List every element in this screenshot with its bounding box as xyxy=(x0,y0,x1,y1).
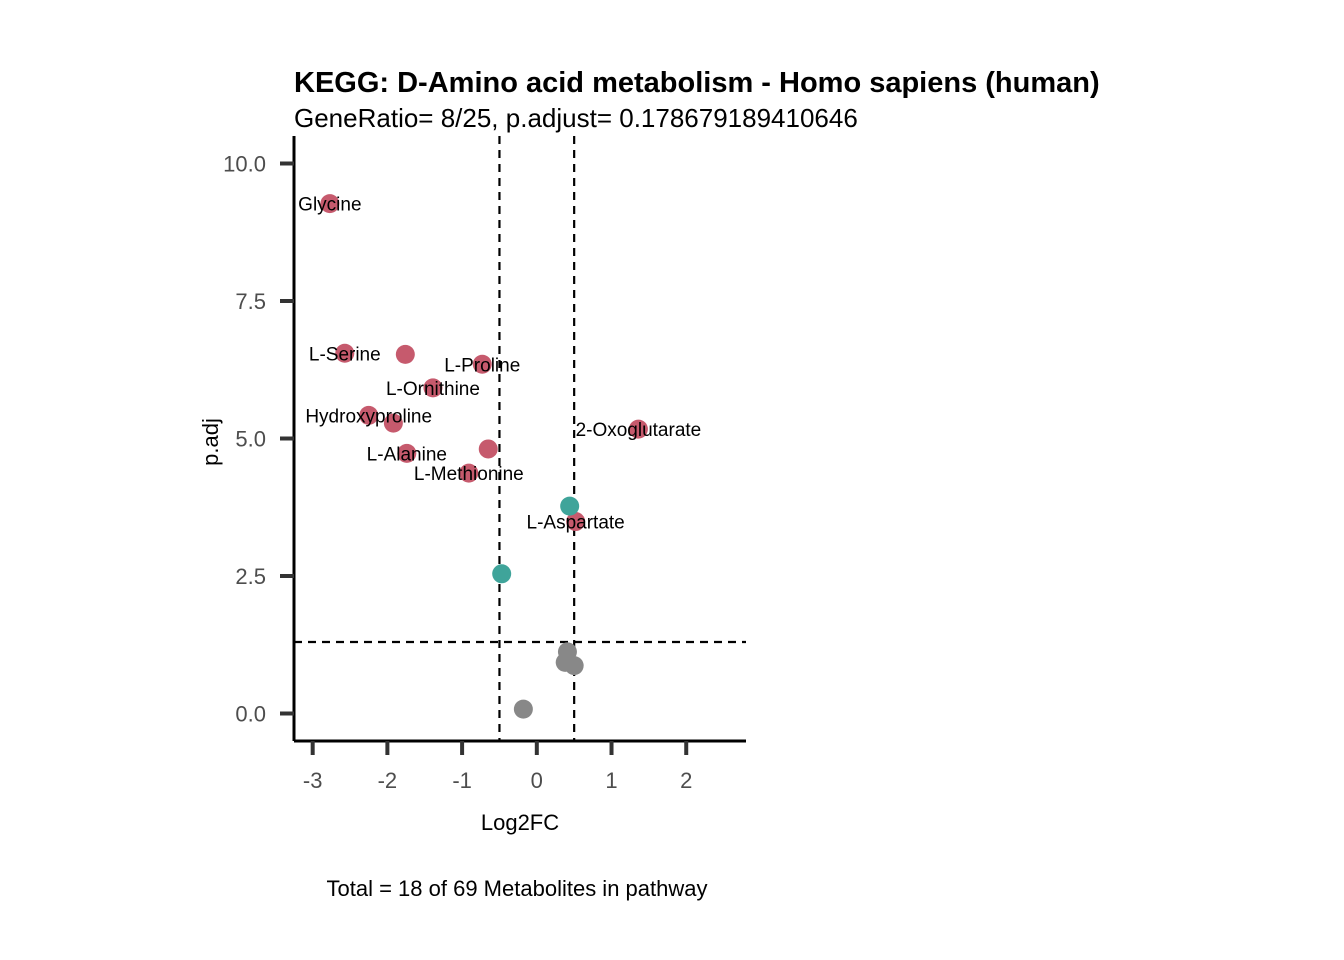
point-up-12 xyxy=(560,496,580,516)
x-tick-label-4: 1 xyxy=(605,768,617,793)
point-label-0: Glycine xyxy=(298,195,361,216)
point-label-6: L-Alanine xyxy=(367,444,447,465)
point-ns-16 xyxy=(564,656,584,676)
chart-caption: Total = 18 of 69 Metabolites in pathway xyxy=(327,876,708,901)
y-axis-ticks: 0.0 2.5 5.0 7.5 10.0 xyxy=(223,152,294,727)
point-label-4: Hydroxyproline xyxy=(305,406,432,427)
point-label-7: L-Methionine xyxy=(414,464,524,485)
threshold-lines xyxy=(294,136,746,741)
x-tick-label-3: 0 xyxy=(531,768,543,793)
point-down-8 xyxy=(397,443,417,463)
x-tick-label-0: -3 xyxy=(303,768,323,793)
point-down-1 xyxy=(335,343,355,363)
y-tick-label-0: 0.0 xyxy=(235,702,266,727)
point-down-9 xyxy=(459,463,479,483)
x-tick-label-2: -1 xyxy=(452,768,472,793)
point-down-0 xyxy=(320,194,340,214)
chart-subtitle: GeneRatio= 8/25, p.adjust= 0.17867918941… xyxy=(294,103,858,133)
point-label-5: 2-Oxoglutarate xyxy=(576,420,702,441)
y-tick-label-3: 7.5 xyxy=(235,289,266,314)
x-tick-label-1: -2 xyxy=(378,768,398,793)
data-points xyxy=(320,194,648,719)
point-down-5 xyxy=(359,405,379,425)
point-down-3 xyxy=(472,354,492,374)
point-down-6 xyxy=(383,413,403,433)
point-down-2 xyxy=(395,344,415,364)
point-label-2: L-Proline xyxy=(444,355,520,376)
x-axis-title: Log2FC xyxy=(481,810,559,835)
point-labels: Glycine L-Serine L-Proline L-Ornithine Hydro… xyxy=(298,195,701,534)
point-up-13 xyxy=(492,564,512,584)
y-axis-title: p.adj xyxy=(198,418,223,466)
point-down-7 xyxy=(478,439,498,459)
point-ns-17 xyxy=(513,699,533,719)
x-tick-label-5: 2 xyxy=(680,768,692,793)
y-tick-label-4: 10.0 xyxy=(223,152,266,177)
point-down-10 xyxy=(628,419,648,439)
y-tick-label-2: 5.0 xyxy=(235,427,266,452)
y-tick-label-1: 2.5 xyxy=(235,564,266,589)
x-axis-ticks: -3 -2 -1 0 1 2 xyxy=(303,741,692,793)
point-down-4 xyxy=(423,378,443,398)
point-label-3: L-Ornithine xyxy=(386,379,480,400)
chart-title: KEGG: D-Amino acid metabolism - Homo sap… xyxy=(294,67,1100,99)
point-label-1: L-Serine xyxy=(309,344,381,365)
point-down-11 xyxy=(566,512,586,532)
point-label-8: L-Aspartate xyxy=(527,513,625,534)
